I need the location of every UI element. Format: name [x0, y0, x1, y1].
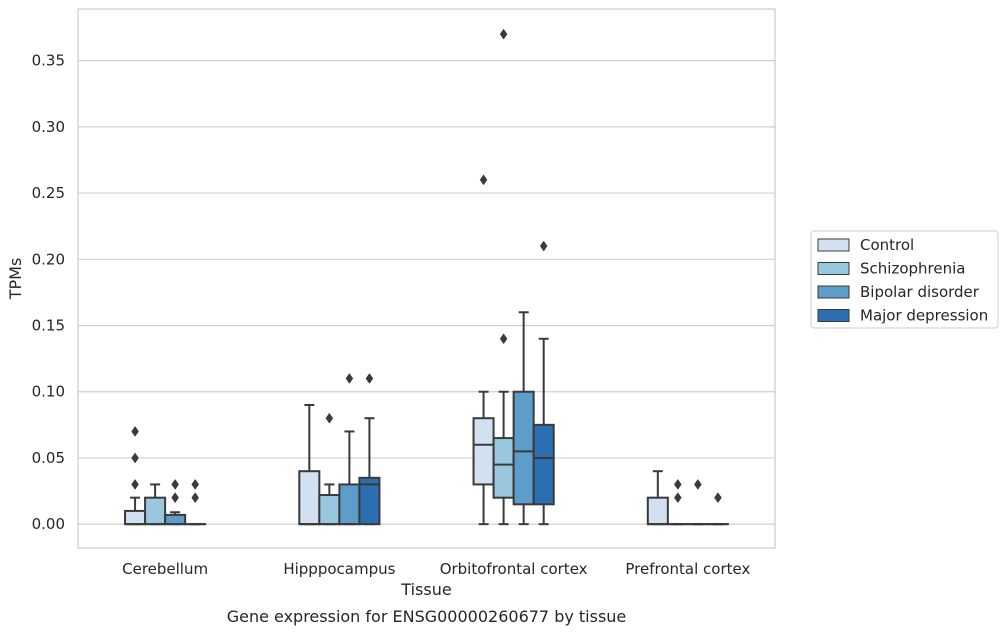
y-tick-label: 0.05	[32, 449, 65, 467]
legend-item: Bipolar disorder	[817, 283, 980, 301]
outlier-point	[365, 373, 374, 384]
legend-frame	[810, 230, 999, 329]
box-3-1	[666, 478, 689, 526]
x-tick-label: Cerebellum	[122, 560, 208, 578]
outlier-point	[171, 478, 179, 490]
outlier-point	[191, 492, 199, 504]
plot-frame	[77, 8, 776, 549]
outlier-point	[131, 452, 139, 464]
legend-swatch	[817, 285, 850, 299]
box-2-2	[512, 311, 535, 526]
legend-swatch	[817, 262, 850, 275]
y-tick-label: 0.20	[32, 250, 65, 268]
legend: Control Schizophrenia Bipolar disorder Majo…	[810, 230, 999, 329]
outlier-point	[674, 478, 682, 490]
box-iqr	[318, 494, 341, 526]
box-iqr	[298, 470, 321, 526]
box-3-2	[686, 478, 709, 526]
box-3-0	[646, 470, 669, 526]
outlier-point	[325, 412, 334, 424]
box-3-3	[706, 492, 729, 526]
outlier-point	[714, 492, 722, 504]
box-iqr	[164, 513, 187, 526]
legend-item: Major depression	[817, 307, 988, 325]
legend-swatch	[817, 238, 850, 252]
box-0-3	[184, 478, 207, 526]
y-tick-label: 0.30	[32, 118, 65, 136]
chart-caption: Gene expression for ENSG00000260677 by t…	[227, 607, 627, 626]
outlier-point	[345, 373, 354, 384]
legend-swatch	[817, 309, 850, 322]
x-tick-label: Orbitofrontal cortex	[440, 560, 588, 578]
box-2-3	[532, 240, 555, 526]
outlier-point	[499, 333, 508, 345]
x-tick-label: Hipppocampus	[283, 560, 395, 578]
box-iqr	[338, 483, 361, 526]
box-0-1	[144, 483, 167, 526]
y-axis-ticks: 0.00 0.05 0.10 0.15 0.20 0.25 0.30 0.35	[32, 52, 65, 534]
y-axis-label: TPMs	[6, 258, 25, 301]
y-tick-label: 0.25	[32, 184, 65, 202]
box-iqr	[646, 496, 669, 526]
box-1-1	[318, 412, 341, 526]
box-series	[124, 28, 729, 526]
box-iqr	[124, 509, 147, 526]
outlier-point	[539, 240, 548, 252]
box-1-3	[358, 373, 381, 526]
box-iqr	[472, 417, 495, 486]
legend-label: Major depression	[860, 307, 988, 325]
outlier-point	[131, 478, 139, 490]
box-iqr	[358, 476, 381, 526]
legend-item: Schizophrenia	[817, 260, 965, 278]
outlier-point	[694, 478, 702, 490]
legend-label: Schizophrenia	[860, 260, 965, 278]
box-1-0	[298, 403, 321, 526]
y-tick-label: 0.00	[32, 515, 65, 533]
box-iqr	[144, 496, 167, 526]
box-2-1	[492, 28, 515, 526]
x-axis-label: Tissue	[400, 580, 451, 599]
box-2-0	[472, 174, 495, 526]
legend-label: Bipolar disorder	[860, 283, 980, 301]
outlier-point	[131, 426, 139, 437]
box-0-2	[164, 478, 187, 526]
box-iqr	[512, 390, 535, 506]
x-axis-ticks: Cerebellum Hipppocampus Orbitofrontal cort…	[122, 560, 750, 578]
box-iqr	[532, 423, 555, 506]
outlier-point	[479, 174, 488, 186]
x-tick-label: Prefrontal cortex	[625, 560, 750, 578]
legend-item: Control	[817, 236, 914, 254]
box-1-2	[338, 373, 361, 526]
y-tick-label: 0.35	[32, 52, 65, 70]
outlier-point	[499, 28, 508, 40]
y-tick-label: 0.15	[32, 317, 65, 335]
outlier-point	[191, 478, 199, 490]
outlier-point	[674, 492, 682, 504]
gridlines	[78, 60, 775, 525]
box-0-0	[124, 426, 147, 526]
y-tick-label: 0.10	[32, 383, 65, 401]
legend-label: Control	[860, 236, 914, 254]
outlier-point	[171, 492, 179, 504]
box-iqr	[492, 437, 515, 499]
